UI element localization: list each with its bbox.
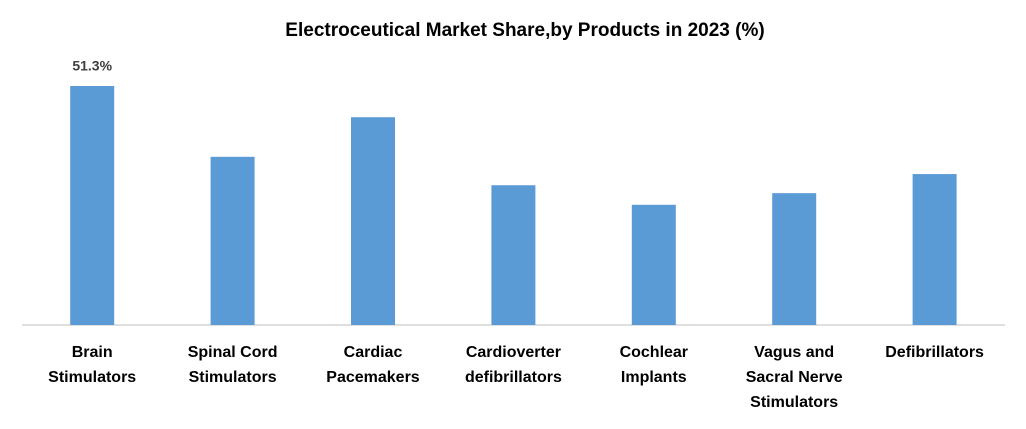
x-tick-label: Vagus and Sacral Nerve Stimulators: [745, 344, 843, 411]
bar: [631, 204, 676, 325]
x-tick-label: Defibrillators: [885, 344, 984, 361]
bar: [491, 185, 536, 325]
bar: [210, 156, 255, 325]
x-tick-label: Cardiac Pacemakers: [326, 344, 420, 386]
x-tick-label: Spinal Cord Stimulators: [187, 344, 278, 386]
x-tick-label: Brain Stimulators: [48, 344, 137, 386]
bar: [772, 193, 817, 325]
bar: [351, 117, 395, 326]
bar: [70, 86, 115, 325]
value-label: 51.3%: [72, 58, 112, 74]
x-tick-label: Cardioverter defibrillators: [464, 344, 562, 386]
x-tick-label: Cochlear Implants: [619, 344, 689, 386]
bar: [912, 174, 957, 325]
chart-title: Electroceutical Market Share,by Products…: [285, 20, 764, 41]
